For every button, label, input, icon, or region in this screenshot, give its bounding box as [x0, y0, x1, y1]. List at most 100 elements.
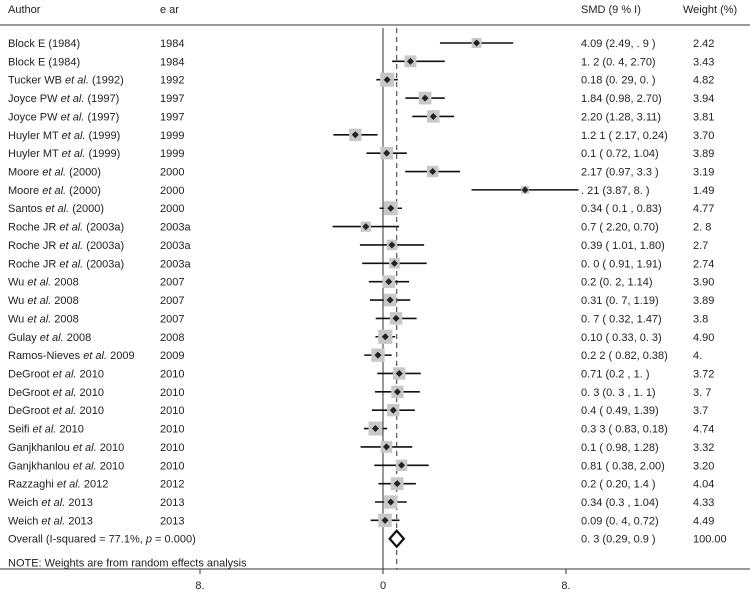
study-year: 2003a [160, 258, 191, 270]
study-year: 1999 [160, 148, 184, 160]
study-year: 2000 [160, 185, 184, 197]
point-estimate [429, 168, 437, 176]
study-weight: 3.7 [693, 405, 708, 417]
point-estimate [389, 406, 397, 414]
point-estimate [351, 131, 359, 139]
study-smd-ci: 0.7 ( 2.20, 0.70) [581, 222, 659, 234]
study-year: 2000 [160, 203, 184, 215]
study-author: Razzaghi et al. 2012 [8, 479, 108, 491]
study-weight: 2.7 [693, 240, 708, 252]
study-smd-ci: 0.2 2 ( 0.82, 0.38) [581, 350, 668, 362]
study-smd-ci: 0.18 (0. 29, 0. ) [581, 75, 656, 87]
study-weight: 3. 7 [693, 387, 711, 399]
study-author: Ganjkhanlou et al. 2010 [8, 442, 124, 454]
study-year: 1992 [160, 75, 184, 87]
study-rows: Block E (1984) 1984 4.09 (2.49, . 9 ) 2.42 B… [8, 28, 727, 570]
weights-note: NOTE: Weights are from random effects an… [8, 558, 247, 570]
study-smd-ci: 0.39 ( 1.01, 1.80) [581, 240, 665, 252]
study-smd-ci: 1. 2 (0. 4, 2.70) [581, 56, 656, 68]
point-estimate [381, 333, 389, 341]
study-year: 2007 [160, 277, 184, 289]
study-smd-ci: 0.34 ( 0.1 , 0.83) [581, 203, 662, 215]
study-smd-ci: 1.84 (0.98, 2.70) [581, 93, 662, 105]
header-author: Author [8, 4, 41, 16]
study-smd-ci: 2.20 (1.28, 3.11) [581, 111, 661, 123]
study-author: Santos et al. (2000) [8, 203, 104, 215]
point-estimate [406, 57, 414, 65]
study-smd-ci: 0.09 (0. 4, 0.72) [581, 515, 659, 527]
study-smd-ci: 0.81 ( 0.38, 2.00) [581, 460, 665, 472]
study-year: 2010 [160, 405, 184, 417]
point-estimate [421, 94, 429, 102]
study-smd-ci: 1.2 1 ( 2.17, 0.24) [581, 130, 668, 142]
point-estimate [374, 351, 382, 359]
study-author: Wu et al. 2008 [8, 313, 79, 325]
overall-diamond [388, 529, 406, 549]
header-year: e ar [160, 4, 179, 16]
point-estimate [392, 314, 400, 322]
study-author: Roche JR et al. (2003a) [8, 258, 124, 270]
point-estimate [395, 369, 403, 377]
study-author: DeGroot et al. 2010 [8, 405, 104, 417]
x-axis-ticks: 8. 0 8. [195, 569, 571, 592]
point-estimate [390, 259, 398, 267]
study-year: 1999 [160, 130, 184, 142]
tick-label: 8. [195, 580, 204, 592]
study-year: 1997 [160, 111, 184, 123]
point-estimate [473, 39, 481, 47]
study-year: 2003a [160, 240, 191, 252]
point-estimate [387, 204, 395, 212]
study-author: Joyce PW et al. (1997) [8, 111, 119, 123]
point-estimate [387, 498, 395, 506]
study-year: 2010 [160, 460, 184, 472]
study-year: 2012 [160, 479, 184, 491]
study-smd-ci: 0.31 (0. 7, 1.19) [581, 295, 659, 307]
study-weight: 3.19 [693, 167, 714, 179]
study-smd-ci: 0.3 3 ( 0.83, 0.18) [581, 424, 668, 436]
point-estimate [371, 425, 379, 433]
study-author: Wu et al. 2008 [8, 295, 79, 307]
point-estimate [386, 296, 394, 304]
study-year: 2010 [160, 424, 184, 436]
overall-weight: 100.00 [693, 534, 727, 546]
study-smd-ci: 2.17 (0.97, 3.3 ) [581, 167, 659, 179]
point-estimate [398, 461, 406, 469]
study-weight: 3.72 [693, 368, 714, 380]
study-author: Gulay et al. 2008 [8, 332, 91, 344]
tick-label: 0 [380, 580, 386, 592]
study-author: Moore et al. (2000) [8, 167, 101, 179]
study-weight: 3.90 [693, 277, 714, 289]
study-smd-ci: 0.1 ( 0.72, 1.04) [581, 148, 659, 160]
study-weight: 4.74 [693, 424, 714, 436]
study-year: 2010 [160, 368, 184, 380]
study-year: 1997 [160, 93, 184, 105]
study-author: DeGroot et al. 2010 [8, 387, 104, 399]
study-weight: 4.90 [693, 332, 714, 344]
study-author: DeGroot et al. 2010 [8, 368, 104, 380]
point-estimate [388, 241, 396, 249]
study-smd-ci: 0.10 ( 0.33, 0. 3) [581, 332, 662, 344]
study-smd-ci: 0. 0 ( 0.91, 1.91) [581, 258, 662, 270]
study-year: 2009 [160, 350, 184, 362]
study-weight: 4.49 [693, 515, 714, 527]
study-year: 2013 [160, 515, 184, 527]
study-smd-ci: 0. 3 (0. 3 , 1. 1) [581, 387, 656, 399]
study-weight: 2.74 [693, 258, 714, 270]
study-author: Roche JR et al. (2003a) [8, 240, 124, 252]
study-year: 2013 [160, 497, 184, 509]
point-estimate [385, 278, 393, 286]
study-year: 2007 [160, 295, 184, 307]
study-year: 2008 [160, 332, 184, 344]
study-smd-ci: 0.2 (0. 2, 1.14) [581, 277, 653, 289]
study-weight: 4.04 [693, 479, 714, 491]
point-estimate [383, 76, 391, 84]
header-smd: SMD (9 % I) [581, 4, 641, 16]
study-weight: 3.81 [693, 111, 714, 123]
study-author: Ganjkhanlou et al. 2010 [8, 460, 124, 472]
study-year: 2010 [160, 387, 184, 399]
point-estimate [521, 186, 529, 194]
study-year: 2010 [160, 442, 184, 454]
study-weight: 4.82 [693, 75, 714, 87]
study-weight: 3.32 [693, 442, 714, 454]
